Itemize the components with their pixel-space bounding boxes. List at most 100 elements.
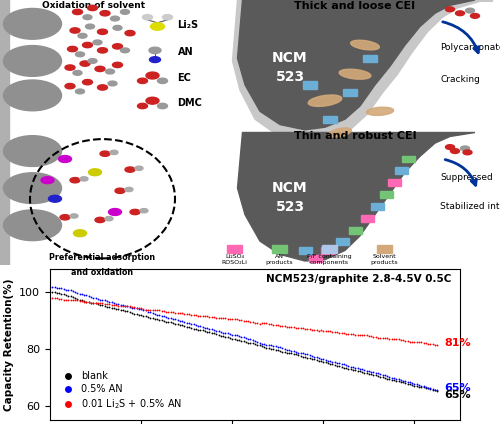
Point	[169, 319, 177, 326]
Point	[140, 312, 147, 319]
Point	[274, 322, 282, 329]
Point	[71, 297, 79, 304]
Point	[66, 287, 74, 294]
Point	[144, 307, 152, 313]
Point	[50, 284, 58, 291]
Circle shape	[73, 70, 82, 75]
Point	[242, 335, 250, 342]
Circle shape	[4, 136, 61, 167]
Point	[162, 313, 170, 320]
FancyBboxPatch shape	[322, 245, 337, 254]
Point	[144, 308, 152, 315]
Text: AN: AN	[178, 47, 193, 57]
Point	[108, 301, 116, 308]
Point	[174, 309, 182, 316]
Point	[386, 376, 394, 382]
Circle shape	[446, 145, 454, 150]
Point	[292, 349, 300, 355]
Point	[285, 346, 293, 353]
Point	[326, 328, 334, 335]
Point	[422, 385, 430, 391]
Point	[262, 341, 270, 348]
Point	[288, 347, 296, 354]
Point	[354, 368, 362, 374]
FancyBboxPatch shape	[361, 215, 374, 222]
Point	[100, 297, 108, 304]
Point	[240, 334, 248, 341]
Point	[158, 317, 166, 324]
FancyBboxPatch shape	[371, 203, 384, 210]
Point	[294, 324, 302, 331]
Point	[365, 368, 373, 375]
Point	[84, 299, 92, 306]
Point	[264, 345, 272, 351]
Point	[418, 384, 426, 391]
Point	[121, 302, 129, 309]
Point	[242, 318, 250, 324]
Point	[160, 318, 168, 324]
Point	[256, 340, 264, 346]
FancyBboxPatch shape	[402, 156, 414, 162]
Point	[312, 327, 320, 334]
Point	[198, 327, 206, 334]
Point	[55, 285, 63, 291]
Point	[210, 330, 218, 337]
Point	[114, 301, 122, 307]
Point	[62, 296, 70, 303]
Point	[397, 336, 405, 343]
Point	[137, 305, 145, 312]
Point	[410, 380, 418, 387]
FancyBboxPatch shape	[303, 81, 317, 89]
Point	[112, 305, 120, 312]
Point	[367, 371, 375, 378]
Point	[187, 325, 195, 332]
Point	[185, 324, 193, 331]
Point	[162, 318, 170, 325]
Point	[71, 295, 79, 301]
Point	[206, 329, 214, 335]
Point	[322, 328, 330, 335]
Point	[378, 335, 386, 342]
Point	[312, 354, 320, 361]
Point	[156, 312, 164, 318]
Point	[194, 326, 202, 333]
Point	[360, 369, 368, 376]
Point	[132, 304, 140, 311]
Point	[238, 338, 246, 344]
Point	[48, 284, 56, 291]
Point	[128, 304, 136, 311]
Point	[192, 312, 200, 318]
Circle shape	[95, 66, 105, 72]
Point	[399, 337, 407, 344]
Point	[388, 335, 396, 342]
Circle shape	[138, 103, 147, 109]
Point	[146, 309, 154, 315]
Point	[222, 334, 230, 340]
Point	[121, 307, 129, 314]
Point	[112, 302, 120, 309]
Point	[290, 348, 298, 355]
FancyBboxPatch shape	[343, 89, 357, 97]
Point	[58, 290, 66, 297]
Circle shape	[41, 177, 54, 184]
Point	[178, 318, 186, 325]
Circle shape	[115, 188, 125, 193]
Circle shape	[70, 28, 80, 33]
Point	[98, 296, 106, 303]
Point	[219, 329, 227, 336]
Point	[340, 361, 348, 368]
Point	[240, 317, 248, 324]
Circle shape	[466, 8, 474, 13]
Point	[164, 308, 172, 315]
Point	[87, 299, 95, 306]
Point	[390, 335, 398, 342]
Circle shape	[70, 214, 78, 218]
Point	[130, 305, 138, 312]
Point	[190, 325, 198, 332]
Point	[301, 325, 309, 332]
Point	[66, 293, 74, 300]
Point	[226, 331, 234, 338]
Point	[160, 313, 168, 320]
Point	[351, 331, 359, 338]
Point	[246, 318, 254, 325]
